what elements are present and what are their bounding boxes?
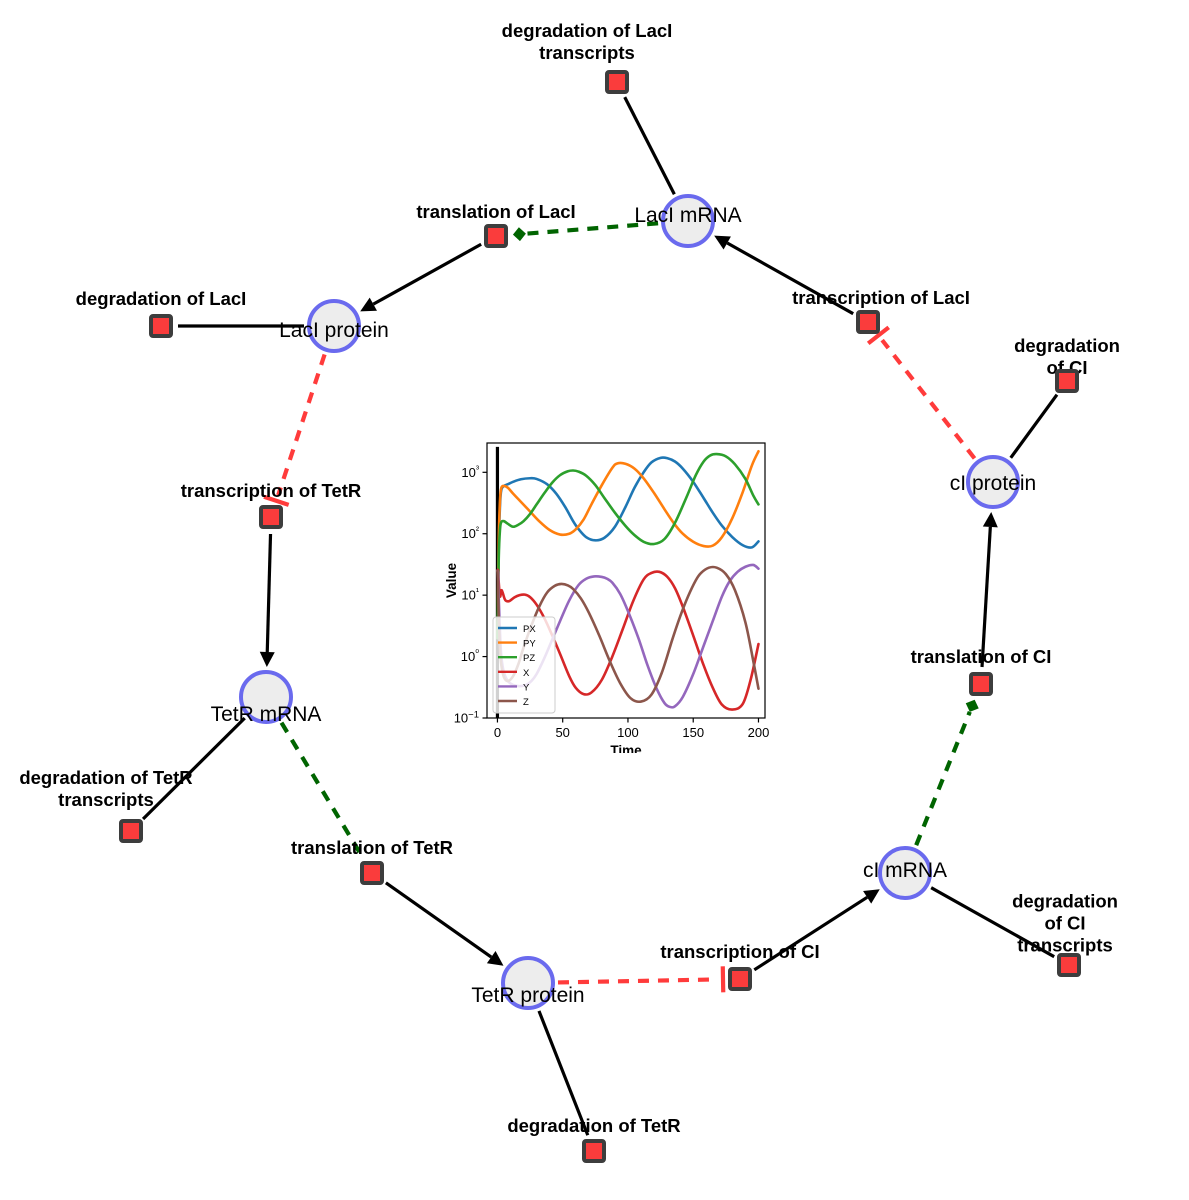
edge-e-degmrna-lacimrna — [623, 96, 676, 196]
reaction-node-deg_ci_transcripts[interactable] — [1057, 953, 1081, 977]
x-tick-label: 100 — [617, 725, 639, 740]
series-line-PZ — [496, 452, 760, 640]
reaction-label-deg_ci_transcripts: degradation of CI transcripts — [1012, 890, 1118, 955]
legend-label-PY: PY — [523, 639, 536, 650]
edge-e-tetrprot-degtetr — [537, 1010, 590, 1136]
series-line-PX — [496, 456, 760, 640]
legend-label-X: X — [523, 668, 530, 679]
edge-e-transci-cimrna — [753, 889, 880, 972]
edge-e-transl-tetrprot — [384, 881, 504, 966]
species-node-ci_protein[interactable] — [966, 455, 1020, 509]
y-tick-label: 10−1 — [454, 709, 479, 726]
species-label-laci_protein: LacI protein — [279, 318, 389, 342]
reaction-node-deg_tetr_transcripts[interactable] — [119, 819, 143, 843]
legend-label-PX: PX — [523, 624, 536, 635]
plot-legend: PX PY PZ XYZ — [492, 616, 556, 714]
edge-e-transl-laciprot — [360, 242, 482, 312]
reaction-label-deg_tetr_transcripts: degradation of TetR transcripts — [19, 767, 193, 810]
edge-e-transtetr-tetrmrna — [259, 533, 275, 668]
legend-label-PZ: PZ — [523, 653, 535, 664]
reaction-label-translation_ci: translation of CI — [910, 646, 1052, 668]
reaction-label-translation_laci: translation of LacI — [416, 201, 576, 223]
reaction-label-transcription_ci: transcription of CI — [660, 941, 820, 963]
species-label-ci_protein: cI protein — [949, 471, 1037, 495]
species-label-tetr_mrna: TetR mRNA — [210, 702, 322, 726]
reaction-label-translation_tetr: translation of TetR — [290, 837, 454, 859]
edge-e-tetrprot-transci — [557, 966, 726, 993]
x-tick-label: 200 — [748, 725, 770, 740]
edge-e-ciprot-degci — [1009, 393, 1059, 459]
series-line-PY — [496, 449, 760, 640]
y-tick-label: 10⁰ — [461, 648, 479, 665]
x-tick-label: 150 — [682, 725, 704, 740]
reaction-node-deg_tetr[interactable] — [582, 1139, 606, 1163]
reaction-label-deg_laci_transcripts: degradation of LacI transcripts — [501, 20, 673, 63]
timecourse-plot-inset: 0 50 100 150 200 10−1 10⁰ 10¹ 10² 10³ Time Value PX P… — [440, 437, 770, 753]
reaction-node-transcription_laci[interactable] — [856, 310, 880, 334]
reaction-label-deg_laci: degradation of LacI — [75, 288, 247, 310]
species-node-tetr_protein[interactable] — [501, 956, 555, 1010]
reaction-node-translation_laci[interactable] — [484, 224, 508, 248]
species-label-ci_mrna: cI mRNA — [863, 858, 947, 882]
reaction-node-transcription_ci[interactable] — [728, 967, 752, 991]
edge-e-transl-ciprot — [980, 511, 998, 668]
x-axis-label: Time — [610, 743, 642, 753]
edge-e-cimrna-transl — [914, 699, 979, 846]
y-tick-label: 10¹ — [461, 586, 479, 603]
species-node-laci_mrna[interactable] — [661, 194, 715, 248]
reaction-node-translation_tetr[interactable] — [360, 861, 384, 885]
reaction-node-deg_ci[interactable] — [1055, 369, 1079, 393]
edge-e-cimrna-degmrna — [930, 886, 1055, 959]
edge-e-laciprot-transtetr — [263, 353, 327, 507]
species-node-ci_mrna[interactable] — [878, 846, 932, 900]
reaction-node-deg_laci[interactable] — [149, 314, 173, 338]
legend-label-Z: Z — [523, 697, 529, 708]
species-label-laci_mrna: LacI mRNA — [634, 203, 742, 227]
legend-label-Y: Y — [523, 682, 530, 693]
reaction-label-transcription_tetr: transcription of TetR — [180, 480, 362, 502]
species-node-tetr_mrna[interactable] — [239, 670, 293, 724]
timecourse-plot-svg: 0 50 100 150 20010−110⁰10¹10²10³TimeValuePXP… — [444, 442, 770, 753]
edge-e-tetrmrna-transl — [279, 721, 366, 860]
y-tick-label: 10³ — [461, 463, 479, 480]
reaction-label-transcription_laci: transcription of LacI — [792, 287, 970, 309]
plot-series-group: PX PY PZ XYZ — [492, 446, 760, 718]
edge-e-ciprot-translaci — [866, 325, 977, 460]
y-tick-label: 10² — [461, 525, 479, 542]
x-tick-label: 0 — [494, 725, 501, 740]
species-node-laci_protein[interactable] — [307, 299, 361, 353]
x-tick-label: 50 — [555, 725, 569, 740]
reaction-label-deg_tetr: degradation of TetR — [507, 1115, 681, 1137]
reaction-node-translation_ci[interactable] — [969, 672, 993, 696]
reaction-label-deg_ci: degradation of CI — [1014, 335, 1120, 378]
y-axis-label: Value — [444, 562, 459, 598]
edge-e-lacimrna-transl — [512, 221, 659, 242]
reaction-node-transcription_tetr[interactable] — [259, 505, 283, 529]
species-label-tetr_protein: TetR protein — [471, 983, 585, 1007]
series-line-X — [496, 568, 760, 711]
reaction-node-deg_laci_transcripts[interactable] — [605, 70, 629, 94]
edge-e-translaci-lacimrna — [714, 235, 854, 316]
edge-e-tetrmrna-degmrna — [141, 716, 246, 821]
